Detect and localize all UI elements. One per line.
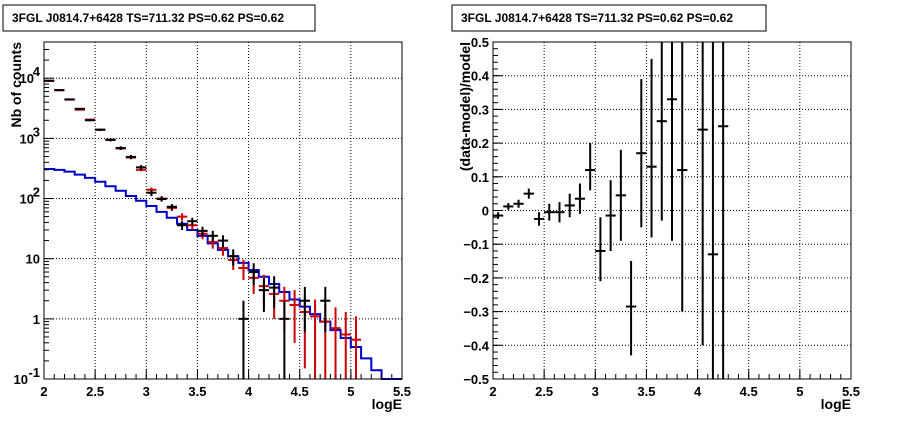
left-x-tick-label: 3: [143, 384, 150, 399]
left-x-tick-label: 4: [245, 384, 253, 399]
left-x-tick-label: 2.5: [86, 384, 104, 399]
left-y-tick-exponent: 3: [33, 124, 40, 139]
right-y-tick-label: −0.4: [463, 338, 489, 353]
right-y-tick-label: −0.2: [463, 271, 489, 286]
right-marks: [493, 42, 729, 379]
right-x-tick-label: 5.5: [842, 384, 860, 399]
right-grid: [493, 42, 851, 379]
right-y-axis-title: (data-model)/model: [457, 42, 473, 171]
left-y-axis-title: Nb of counts: [8, 42, 24, 128]
right-y-tick-label: 0.4: [471, 69, 490, 84]
left-grid: [44, 42, 402, 379]
right-y-tick-label: 0.2: [471, 136, 489, 151]
left-y-tick-label: 10: [20, 71, 34, 86]
left-x-tick-label: 3.5: [188, 384, 206, 399]
right-y-tick-label: −0.5: [463, 372, 489, 387]
right-y-tick-label: −0.3: [463, 305, 489, 320]
right-x-tick-label: 5: [796, 384, 803, 399]
left-x-axis-title: logE: [372, 396, 402, 412]
left-y-tick-label: 10: [20, 192, 34, 207]
left-y-tick-label: 10: [26, 252, 40, 267]
right-ticks: 2 2.5 3 3.5 4 4.5 5 5.5 −0.5 −0.4 −0.3 −0.2 −0.1 0 0.1…: [463, 35, 860, 399]
left-y-tick-exponent: 2: [33, 185, 40, 200]
right-panel: 2 2.5 3 3.5 4 4.5 5 5.5 −0.5 −0.4 −0.3 −0.2 −0.1 0 0.1…: [451, 4, 860, 412]
left-y-tick-label: 10: [20, 131, 34, 146]
left-x-tick-label: 4.5: [291, 384, 309, 399]
left-title-box: 3FGL J0814.7+6428 TS=711.32 PS=0.62 PS=0…: [2, 4, 316, 32]
left-x-tick-label: 5: [347, 384, 354, 399]
left-x-tick-label: 5.5: [393, 384, 411, 399]
left-background-step-line: [44, 167, 402, 380]
right-x-tick-label: 4: [694, 384, 702, 399]
right-x-axis-title: logE: [821, 396, 851, 412]
left-y-tick-exponent: -1: [28, 365, 40, 380]
right-x-tick-label: 4.5: [740, 384, 758, 399]
left-y-tick-label: 1: [33, 312, 40, 327]
right-title-box: 3FGL J0814.7+6428 TS=711.32 PS=0.62 PS=0…: [451, 4, 767, 32]
right-y-tick-label: −0.1: [463, 237, 489, 252]
left-title: 3FGL J0814.7+6428 TS=711.32 PS=0.62 PS=0…: [12, 11, 284, 25]
right-x-tick-label: 3: [592, 384, 599, 399]
right-x-tick-label: 3.5: [637, 384, 655, 399]
left-frame: [43, 41, 403, 380]
right-y-tick-label: 0: [482, 204, 489, 219]
left-y-tick-label: 10: [14, 372, 28, 387]
left-plot-area: [44, 42, 402, 379]
left-x-tick-label: 2: [40, 384, 47, 399]
right-y-tick-label: 0.5: [471, 35, 489, 50]
right-title: 3FGL J0814.7+6428 TS=711.32 PS=0.62 PS=0…: [461, 11, 733, 25]
right-y-tick-label: 0.3: [471, 102, 489, 117]
right-x-tick-label: 2: [489, 384, 496, 399]
right-y-tick-label: 0.1: [471, 170, 489, 185]
right-x-tick-label: 2.5: [535, 384, 553, 399]
left-y-tick-exponent: 4: [33, 64, 41, 79]
left-marks: [44, 79, 402, 380]
